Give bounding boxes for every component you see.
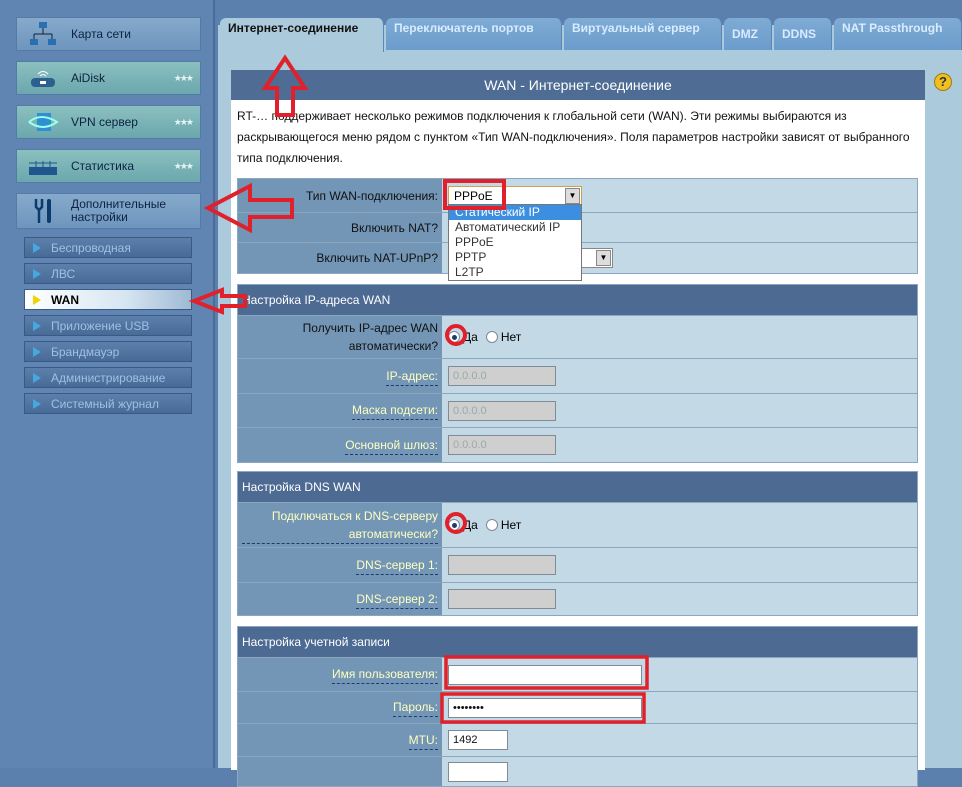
sidebar-item-label: Дополнительные настройки: [71, 197, 166, 224]
account-section-title: Настройка учетной записи: [238, 627, 917, 657]
chevron-down-icon: ▼: [565, 187, 580, 204]
dropdown-option[interactable]: PPPoE: [455, 235, 494, 249]
sidebar-subitem-usb[interactable]: Приложение USB: [24, 315, 192, 336]
sub-label: Приложение USB: [51, 318, 150, 333]
main-content: Интернет-соединение Переключатель портов…: [218, 0, 962, 787]
wan-type-label: Тип WAN-подключения:: [238, 179, 442, 212]
dropdown-option[interactable]: PPTP: [455, 250, 487, 264]
wan-type-dropdown-list: Статический IP Автоматический IP PPPoE P…: [448, 204, 582, 281]
stars-icon: ★★★: [173, 160, 194, 171]
wan-type-value: PPPoE: [454, 188, 493, 203]
dropdown-option[interactable]: L2TP: [455, 265, 484, 279]
tab-dmz[interactable]: DMZ: [724, 18, 772, 50]
sidebar-item-network-map[interactable]: Карта сети: [16, 17, 201, 51]
statistics-icon: [23, 152, 63, 180]
sidebar-subitem-admin[interactable]: Администрирование: [24, 367, 192, 388]
dropdown-option[interactable]: Статический IP: [449, 205, 581, 220]
dns-section-title: Настройка DNS WAN: [238, 472, 917, 502]
no-label: Нет: [500, 518, 522, 532]
arrow-right-icon: [33, 320, 41, 331]
sidebar-item-label: Статистика: [71, 159, 135, 173]
username-input[interactable]: [448, 664, 642, 685]
panel-title: WAN - Интернет-соединение: [231, 70, 925, 100]
username-label[interactable]: Имя пользователя:: [331, 665, 438, 684]
chevron-down-icon: ▼: [596, 250, 611, 266]
help-icon[interactable]: ?: [934, 73, 952, 91]
arrow-right-icon: [33, 346, 41, 357]
arrow-right-icon: [33, 398, 41, 409]
dns1-input[interactable]: [448, 555, 556, 575]
yes-label: Да: [463, 330, 478, 344]
ip-address-input[interactable]: [448, 366, 556, 386]
tab-port-switch[interactable]: Переключатель портов: [386, 18, 562, 50]
tab-virtual-server[interactable]: Виртуальный сервер: [564, 18, 722, 50]
password-input[interactable]: [448, 697, 642, 718]
mtu-label[interactable]: MTU:: [408, 731, 438, 750]
network-map-icon: [23, 20, 63, 48]
dns-auto-label[interactable]: Подключаться к DNS-серверу автоматически…: [242, 507, 438, 544]
arrow-right-icon: [33, 294, 41, 305]
sidebar-item-label: VPN сервер: [71, 115, 138, 129]
ip-auto-label: Получить IP-адрес WAN автоматически?: [238, 316, 442, 358]
sidebar-item-aidisk[interactable]: AiDisk ★★★: [16, 61, 201, 95]
password-label[interactable]: Пароль:: [393, 698, 438, 717]
sub-label: Системный журнал: [51, 396, 159, 411]
tools-icon: [23, 197, 63, 225]
tab-internet[interactable]: Интернет-соединение: [220, 18, 384, 52]
dns-auto-no-radio[interactable]: [485, 519, 498, 531]
sidebar-item-label: Карта сети: [71, 27, 131, 41]
arrow-right-icon: [33, 242, 41, 253]
sub-label: Брандмауэр: [51, 344, 120, 359]
sub-label: Беспроводная: [51, 240, 131, 255]
account-table: Настройка учетной записи Имя пользовател…: [237, 626, 918, 787]
gateway-input[interactable]: [448, 435, 556, 455]
sub-label: WAN: [51, 292, 79, 307]
sidebar-item-vpn[interactable]: VPN сервер ★★★: [16, 105, 201, 139]
sidebar-subitem-syslog[interactable]: Системный журнал: [24, 393, 192, 414]
yes-label: Да: [463, 518, 478, 532]
sub-label: Администрирование: [51, 370, 166, 385]
dropdown-option[interactable]: Автоматический IP: [455, 220, 561, 234]
sidebar-item-statistics[interactable]: Статистика ★★★: [16, 149, 201, 183]
sub-label: ЛВС: [51, 266, 76, 281]
vpn-icon: [23, 108, 63, 136]
dns2-input[interactable]: [448, 589, 556, 609]
tab-ddns[interactable]: DDNS: [774, 18, 832, 50]
panel-description: RT-… поддерживает несколько режимов подк…: [237, 109, 910, 165]
dns1-label[interactable]: DNS-сервер 1:: [356, 556, 438, 575]
no-label: Нет: [500, 330, 522, 344]
sidebar-subitem-lan[interactable]: ЛВС: [24, 263, 192, 284]
sidebar: Карта сети AiDisk ★★★ VPN сервер ★★★ Стати…: [0, 0, 215, 768]
stars-icon: ★★★: [173, 116, 194, 127]
sidebar-item-label: AiDisk: [71, 71, 106, 85]
wan-panel: WAN - Интернет-соединение RT-… поддержив…: [231, 70, 925, 787]
sidebar-subitem-wan[interactable]: WAN: [24, 289, 192, 310]
sidebar-subitem-firewall[interactable]: Брандмауэр: [24, 341, 192, 362]
upnp-label: Включить NAT-UPnP?: [238, 243, 442, 273]
gateway-label[interactable]: Основной шлюз:: [345, 436, 438, 455]
ip-table: Настройка IP-адреса WAN Получить IP-адре…: [237, 284, 918, 463]
ip-label[interactable]: IP-адрес:: [386, 367, 438, 386]
extra-input[interactable]: [448, 761, 508, 782]
tab-nat-passthrough[interactable]: NAT Passthrough: [834, 18, 962, 50]
ip-auto-no-radio[interactable]: [485, 331, 498, 343]
dns2-label[interactable]: DNS-сервер 2:: [356, 590, 438, 609]
aidisk-icon: [23, 64, 63, 92]
wan-type-select[interactable]: PPPoE ▼: [448, 185, 582, 206]
sidebar-item-advanced[interactable]: Дополнительные настройки: [16, 193, 201, 229]
dns-auto-yes-radio[interactable]: [448, 519, 460, 531]
stars-icon: ★★★: [173, 72, 194, 83]
arrow-right-icon: [33, 268, 41, 279]
subnet-mask-input[interactable]: [448, 400, 556, 421]
arrow-right-icon: [33, 372, 41, 383]
sidebar-subitem-wireless[interactable]: Беспроводная: [24, 237, 192, 258]
nat-label: Включить NAT?: [238, 213, 442, 242]
dns-table: Настройка DNS WAN Подключаться к DNS-сер…: [237, 471, 918, 616]
mtu-input[interactable]: [448, 730, 508, 750]
ip-auto-yes-radio[interactable]: [448, 331, 460, 343]
mask-label[interactable]: Маска подсети:: [351, 401, 438, 420]
ip-section-title: Настройка IP-адреса WAN: [238, 285, 917, 315]
